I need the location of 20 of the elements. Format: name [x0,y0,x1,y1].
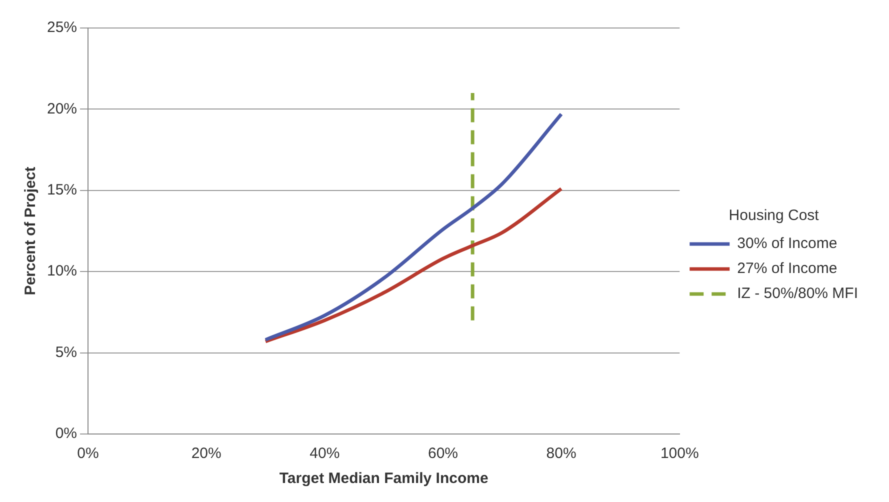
y-tick-label: 20% [46,100,78,118]
x-tick-label: 100% [660,445,699,462]
y-axis-title: Percent of Project [22,166,40,296]
legend-label: 30% of Income [737,235,838,252]
legend-label: IZ - 50%/80% MFI [737,285,858,302]
y-tick-label: 0% [55,425,78,442]
x-tick-label: 80% [546,445,576,462]
line-series [264,112,564,342]
y-tick-label: 10% [46,262,78,280]
y-tick-label: 5% [55,344,78,361]
x-tick-label: 20% [191,445,222,462]
y-tick-label: 15% [46,182,78,199]
x-tick-label: 40% [310,445,340,462]
y-tick-label: 25% [46,19,78,36]
line-series [264,187,564,344]
legend-title: Housing Cost [728,207,820,224]
x-tick-label: 60% [428,445,458,462]
x-axis-title: Target Median Family Income [279,470,488,488]
legend-label: 27% of Income [737,260,838,278]
x-tick-label: 0% [77,445,99,462]
